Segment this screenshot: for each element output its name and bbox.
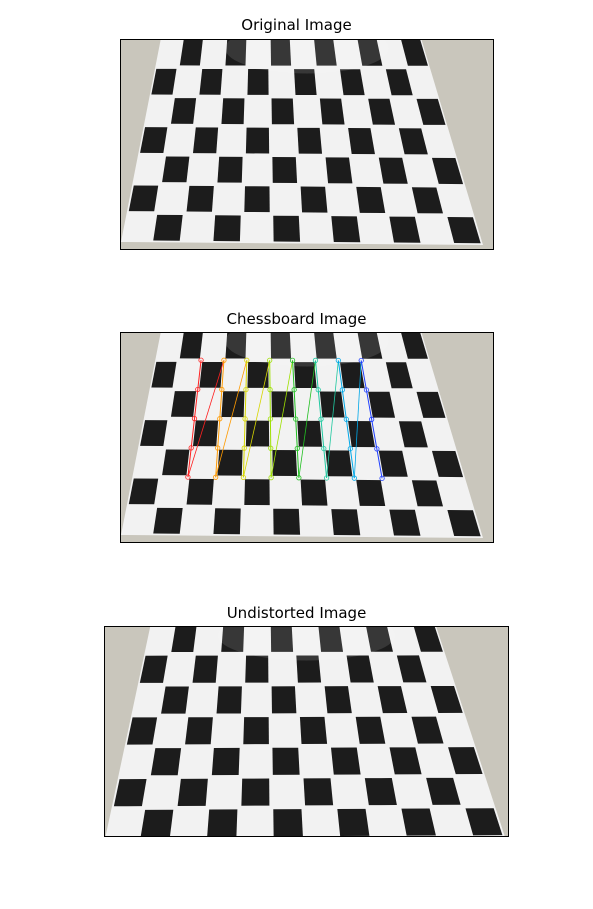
chessboard-corners-photo (121, 333, 493, 542)
chessboard-image-title: Chessboard Image (226, 310, 367, 328)
original-image-title: Original Image (241, 16, 352, 34)
chessboard-squares (128, 333, 481, 537)
chessboard-squares (128, 40, 481, 244)
undistorted-image-title: Undistorted Image (226, 604, 367, 622)
undistorted-chessboard-photo (105, 627, 508, 836)
detected-corner-lines (185, 357, 385, 481)
undistorted-image (104, 626, 509, 837)
original-chessboard-photo (121, 40, 493, 249)
original-image (120, 39, 494, 250)
chessboard-squares (113, 627, 503, 836)
chessboard-image (120, 332, 494, 543)
